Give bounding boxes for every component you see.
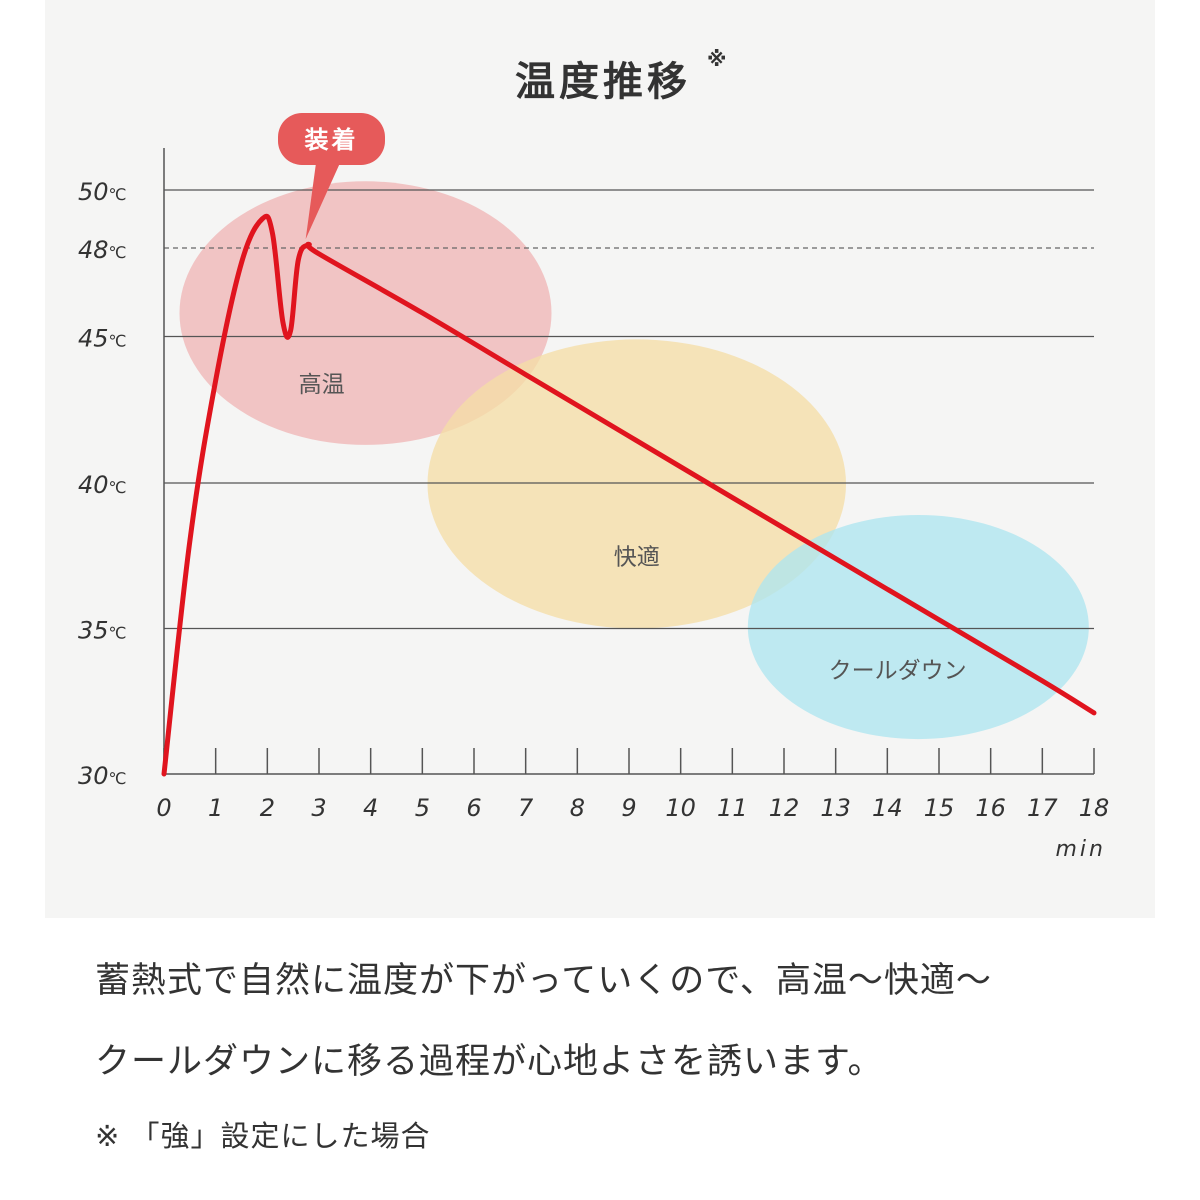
x-tick-label-17: 17	[1027, 794, 1058, 822]
y-tick-label-45: 45℃	[78, 325, 127, 353]
series-line-0	[161, 213, 1097, 777]
zone-1-ellipse	[427, 339, 846, 629]
zone-label-0: 高温	[299, 372, 345, 398]
caption-line-1: 蓄熱式で自然に温度が下がっていくので、高温〜快適〜	[95, 961, 992, 1001]
x-tick-label-15: 15	[924, 794, 955, 822]
x-tick-label-10: 10	[665, 794, 696, 822]
x-tick-label-14: 14	[872, 794, 903, 822]
y-tick-label-35: 35℃	[78, 617, 127, 645]
annotation-pointer-0	[305, 163, 340, 240]
x-tick-label-18: 18	[1079, 794, 1110, 822]
y-tick-label-48: 48℃	[78, 236, 127, 264]
y-tick-label-40: 40℃	[78, 471, 127, 499]
y-tick-label-50: 50℃	[78, 178, 127, 206]
x-tick-label-12: 12	[769, 794, 800, 822]
x-tick-label-11: 11	[717, 794, 748, 822]
zone-2-ellipse	[747, 515, 1089, 740]
x-tick-label-13: 13	[820, 794, 851, 822]
x-tick-label-16: 16	[975, 794, 1006, 822]
x-tick-label-1: 1	[208, 794, 223, 822]
x-tick-label-5: 5	[415, 794, 430, 822]
footnote: ※ 「強」設定にした場合	[95, 1119, 431, 1153]
x-tick-label-6: 6	[466, 794, 481, 822]
x-tick-label-9: 9	[621, 794, 636, 822]
x-tick-label-0: 0	[156, 794, 171, 822]
x-tick-label-2: 2	[260, 794, 275, 822]
x-tick-label-4: 4	[363, 794, 378, 822]
chart-title: 温度推移	[515, 59, 691, 105]
chart-panel: 温度推移 ※ 高温 快適 クールダウン 0 1 2 3 4 5 6 7 8 9 10 11 12 13 14 15 16 1…	[45, 0, 1155, 918]
x-axis-label: min	[1056, 837, 1107, 862]
annotation-label-0: 装着	[305, 126, 359, 154]
x-tick-label-3: 3	[311, 794, 326, 822]
title-footnote-mark: ※	[707, 47, 726, 71]
zone-label-1: 快適	[614, 544, 660, 570]
zone-label-2: クールダウン	[829, 658, 967, 684]
annotation-bubble-0	[278, 113, 385, 165]
x-tick-label-7: 7	[518, 794, 534, 822]
caption-line-2: クールダウンに移る過程が心地よさを誘います。	[95, 1042, 884, 1082]
x-tick-label-8: 8	[570, 794, 585, 822]
y-tick-label-30: 30℃	[78, 762, 127, 790]
